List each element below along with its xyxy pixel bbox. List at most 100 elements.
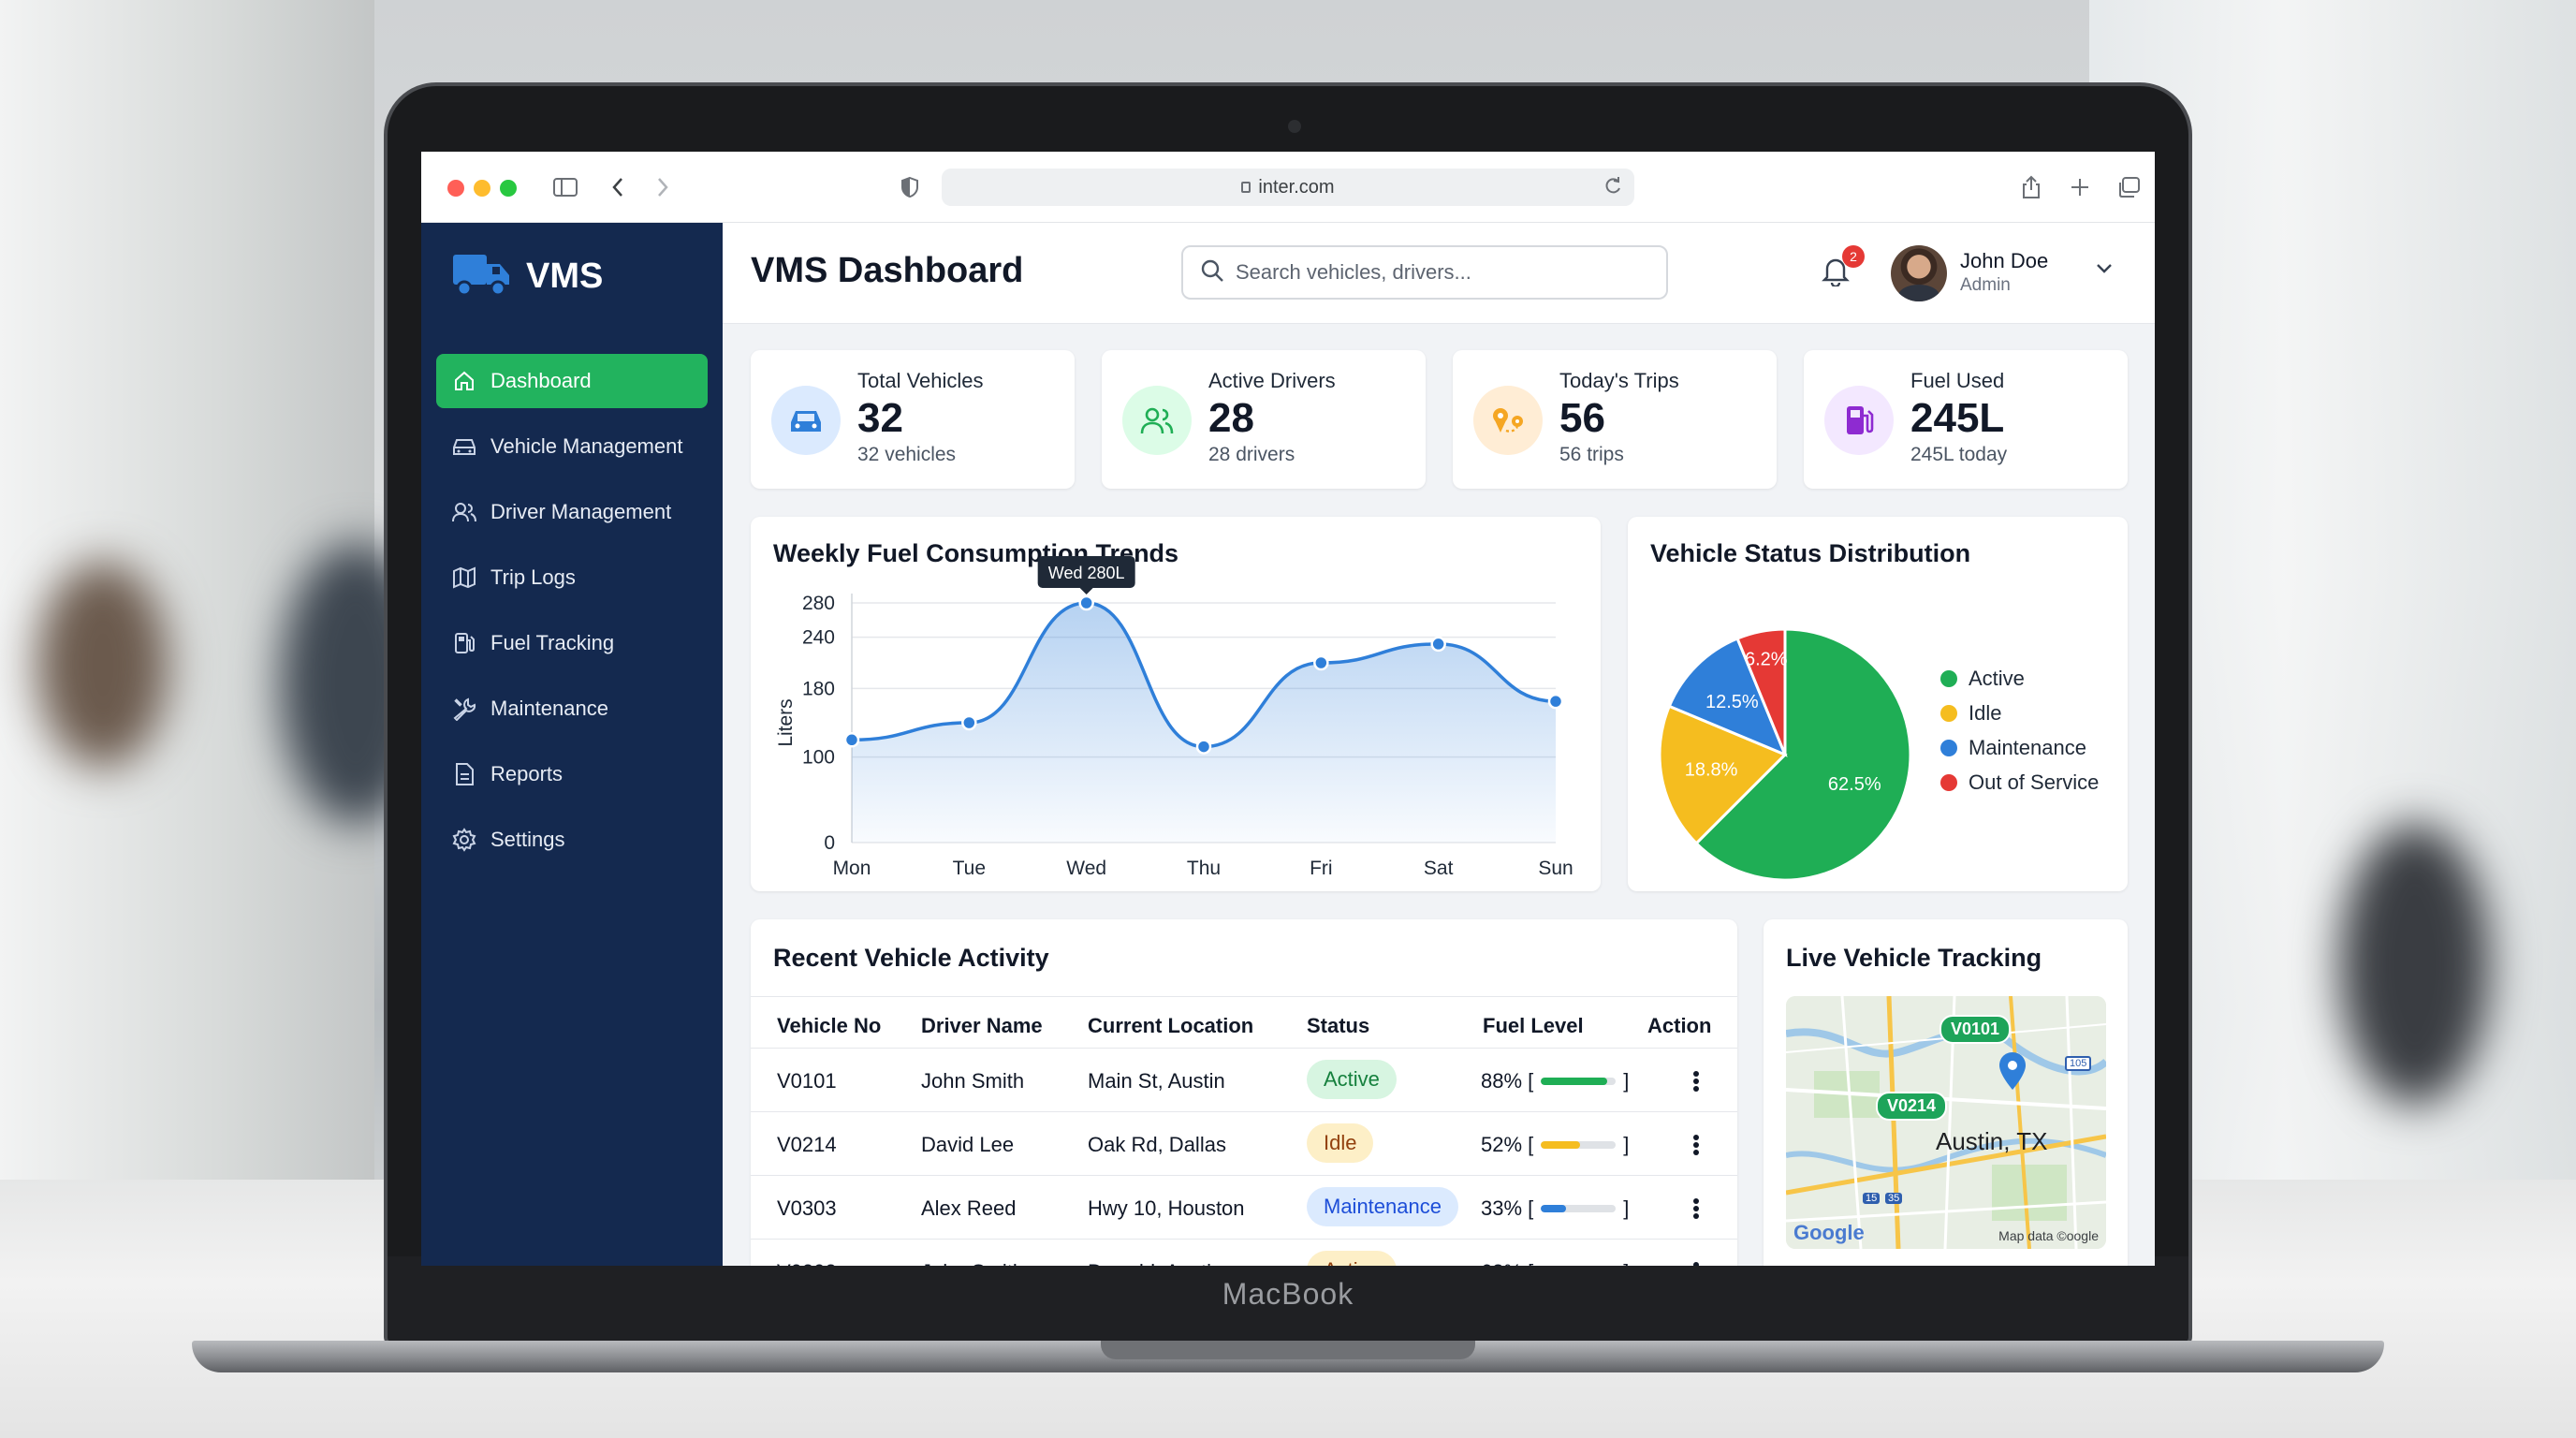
user-name[interactable]: John Doe — [1960, 249, 2049, 272]
sidebar-item-driver-management[interactable]: Driver Management — [436, 485, 708, 539]
column-header[interactable]: Current Location — [1088, 1014, 1254, 1037]
stat-card-fuel-used[interactable]: Fuel Used 245L 245L today — [1804, 350, 2128, 489]
new-tab-icon[interactable] — [2063, 170, 2097, 204]
background-chair — [2340, 824, 2490, 1105]
vehicle-marker-v0101[interactable]: V0101 — [1939, 1015, 2012, 1044]
users-icon — [1122, 386, 1192, 455]
column-header[interactable]: Status — [1307, 1014, 1370, 1037]
sidebar-item-reports[interactable]: Reports — [436, 747, 708, 801]
kebab-dot — [1693, 1262, 1699, 1266]
fuel-icon — [1824, 386, 1894, 455]
reload-icon[interactable] — [1603, 176, 1623, 202]
status-badge: Active — [1307, 1060, 1397, 1099]
tracking-title: Live Vehicle Tracking — [1786, 944, 2042, 972]
x-tick-label: Sat — [1424, 858, 1454, 879]
kebab-dot — [1693, 1078, 1699, 1084]
sidebar-item-settings[interactable]: Settings — [436, 813, 708, 867]
privacy-shield-icon[interactable] — [893, 170, 927, 204]
column-header[interactable]: Driver Name — [921, 1014, 1043, 1037]
fuel-icon — [451, 630, 477, 656]
table-row[interactable]: V0303 Alex Reed Hwy 10, Houston Maintenance… — [751, 1176, 1737, 1240]
kebab-dot — [1693, 1198, 1699, 1204]
pie-slice — [1658, 704, 1788, 845]
sidebar-item-label: Dashboard — [490, 369, 592, 392]
stat-value: 32 — [857, 395, 903, 441]
data-point — [1313, 654, 1329, 671]
fuel-level-bar — [1541, 1141, 1617, 1149]
car-icon — [771, 386, 841, 455]
x-tick-label: Tue — [953, 858, 986, 879]
column-header[interactable]: Vehicle No — [777, 1014, 882, 1037]
status-chart-card: Vehicle Status Distribution 62.5% 18.8% 12… — [1628, 517, 2128, 891]
document-icon — [451, 761, 477, 787]
stat-label: Today's Trips — [1559, 369, 1679, 392]
vehicle-no-cell: V0202 — [777, 1260, 837, 1266]
chevron-down-icon[interactable] — [2095, 262, 2114, 280]
stat-value: 28 — [1208, 395, 1254, 441]
fuel-level-fill — [1541, 1078, 1607, 1085]
legend-swatch — [1940, 774, 1957, 791]
y-axis-label: Liters — [775, 698, 797, 746]
map-city-label: Austin, TX — [1936, 1127, 2048, 1155]
user-role: Admin — [1960, 275, 2011, 295]
route-icon — [1473, 386, 1543, 455]
fuel-level-bar — [1541, 1205, 1617, 1212]
data-point — [1430, 636, 1446, 653]
table-row[interactable]: V0214 David Lee Oak Rd, Dallas Idle 52% [] — [751, 1112, 1737, 1176]
x-tick-label: Mon — [833, 858, 871, 879]
x-tick-label: Thu — [1187, 858, 1221, 879]
table-row[interactable]: V0101 John Smith Main St, Austin Active 88% … — [751, 1049, 1737, 1112]
gear-icon — [451, 827, 477, 853]
share-icon[interactable] — [2014, 170, 2048, 204]
brand-name: VMS — [526, 257, 604, 296]
location-pin-icon[interactable] — [1998, 1050, 2027, 1096]
stat-card-active-drivers[interactable]: Active Drivers 28 28 drivers — [1102, 350, 1426, 489]
kebab-dot — [1693, 1206, 1699, 1211]
y-tick-label: 180 — [802, 678, 835, 699]
live-map[interactable]: V0101 V0214 Austin, TX 105 15 35 Google … — [1786, 996, 2106, 1249]
sidebar-item-vehicle-management[interactable]: Vehicle Management — [436, 419, 708, 474]
forward-icon[interactable] — [646, 170, 680, 204]
truck-logo-icon — [451, 251, 513, 302]
fuel-level-text: 33% [ — [1481, 1196, 1534, 1220]
close-window-button[interactable] — [447, 180, 464, 197]
legend-swatch — [1940, 705, 1957, 722]
sidebar: VMS Dashboard Vehicle Management Driver … — [421, 223, 723, 1266]
more-actions-icon[interactable] — [1687, 1193, 1705, 1225]
brand[interactable]: VMS — [451, 251, 603, 302]
search-input[interactable] — [1236, 260, 1647, 285]
notification-bell-icon[interactable] — [1822, 255, 1850, 291]
back-icon[interactable] — [601, 170, 635, 204]
stat-label: Fuel Used — [1910, 369, 2005, 392]
more-actions-icon[interactable] — [1687, 1129, 1705, 1161]
sidebar-item-trip-logs[interactable]: Trip Logs — [436, 550, 708, 605]
minimize-window-button[interactable] — [474, 180, 490, 197]
laptop-notch — [1101, 1341, 1475, 1359]
search-box[interactable] — [1181, 245, 1668, 300]
stat-card-total-vehicles[interactable]: Total Vehicles 32 32 vehicles — [751, 350, 1075, 489]
address-bar[interactable]: inter.com — [942, 169, 1634, 206]
more-actions-icon[interactable] — [1687, 1065, 1705, 1097]
sidebar-item-maintenance[interactable]: Maintenance — [436, 682, 708, 736]
sidebar-item-label: Fuel Tracking — [490, 631, 615, 654]
stat-card-todays-trips[interactable]: Today's Trips 56 56 trips — [1453, 350, 1777, 489]
avatar[interactable] — [1891, 245, 1947, 301]
driver-name-cell: John Smith — [921, 1069, 1025, 1093]
maximize-window-button[interactable] — [500, 180, 517, 197]
legend-item-active: Active — [1940, 667, 2025, 691]
sidebar-item-label: Driver Management — [490, 500, 672, 523]
more-actions-icon[interactable] — [1687, 1256, 1705, 1266]
table-row[interactable]: V0202 John Smith Dwwdd, Austin Active 63% [] — [751, 1240, 1737, 1266]
tooltip-box — [1037, 556, 1135, 588]
status-badge: Maintenance — [1307, 1187, 1458, 1226]
sidebar-item-label: Reports — [490, 762, 564, 785]
column-header[interactable]: Fuel Level — [1483, 1014, 1584, 1037]
sidebar-toggle-icon[interactable] — [549, 170, 582, 204]
vehicle-marker-v0214[interactable]: V0214 — [1876, 1092, 1948, 1121]
tab-overview-icon[interactable] — [2112, 170, 2145, 204]
fuel-level-bracket: ] — [1623, 1133, 1630, 1156]
sidebar-item-fuel-tracking[interactable]: Fuel Tracking — [436, 616, 708, 670]
y-tick-label: 240 — [802, 627, 835, 649]
sidebar-item-dashboard[interactable]: Dashboard — [436, 354, 708, 408]
slice-label: 18.8% — [1685, 760, 1738, 781]
